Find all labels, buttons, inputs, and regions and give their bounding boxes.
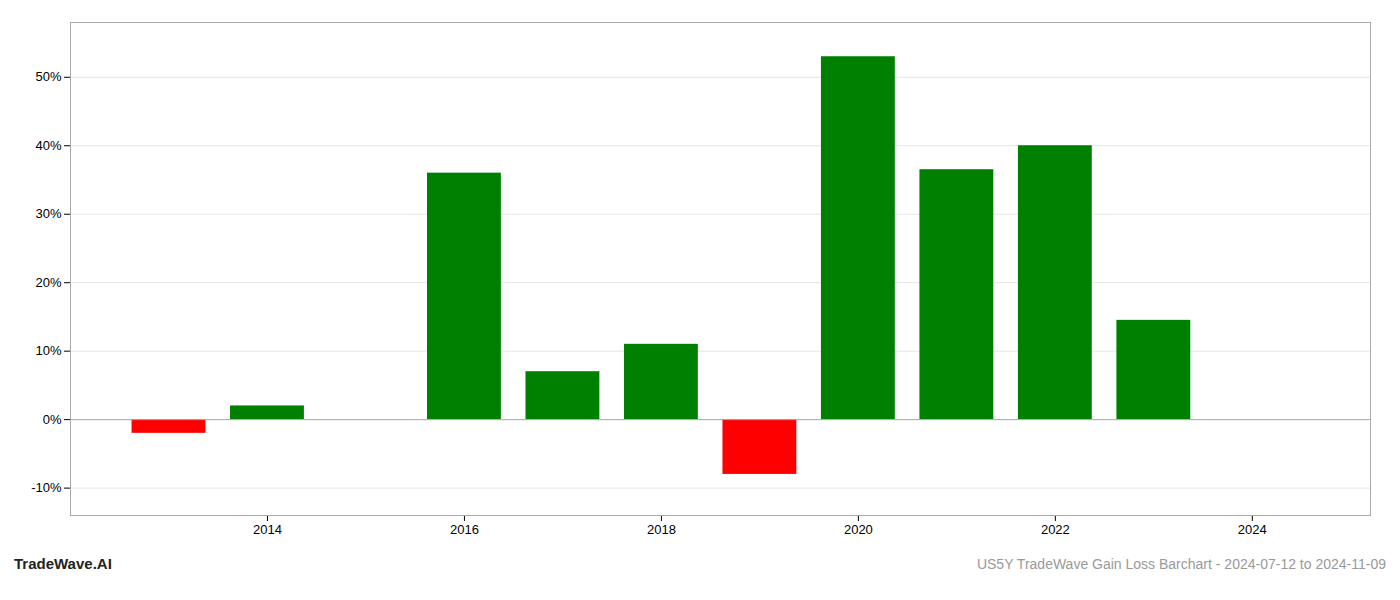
svg-text:30%: 30% — [35, 206, 61, 221]
svg-text:2016: 2016 — [450, 522, 479, 537]
svg-text:20%: 20% — [35, 275, 61, 290]
svg-text:-10%: -10% — [31, 480, 62, 495]
svg-text:2018: 2018 — [647, 522, 676, 537]
svg-text:2022: 2022 — [1041, 522, 1070, 537]
svg-text:2014: 2014 — [253, 522, 282, 537]
svg-text:10%: 10% — [35, 343, 61, 358]
svg-text:2020: 2020 — [844, 522, 873, 537]
svg-text:2024: 2024 — [1238, 522, 1267, 537]
svg-text:50%: 50% — [35, 69, 61, 84]
html-text:TradeWave.AI: TradeWave.AI — [14, 555, 112, 572]
html-text:US5Y TradeWave Gain Loss Barch: US5Y TradeWave Gain Loss Barchart - 2024… — [976, 556, 1386, 572]
svg-text:40%: 40% — [35, 138, 61, 153]
svg-text:0%: 0% — [43, 412, 62, 427]
